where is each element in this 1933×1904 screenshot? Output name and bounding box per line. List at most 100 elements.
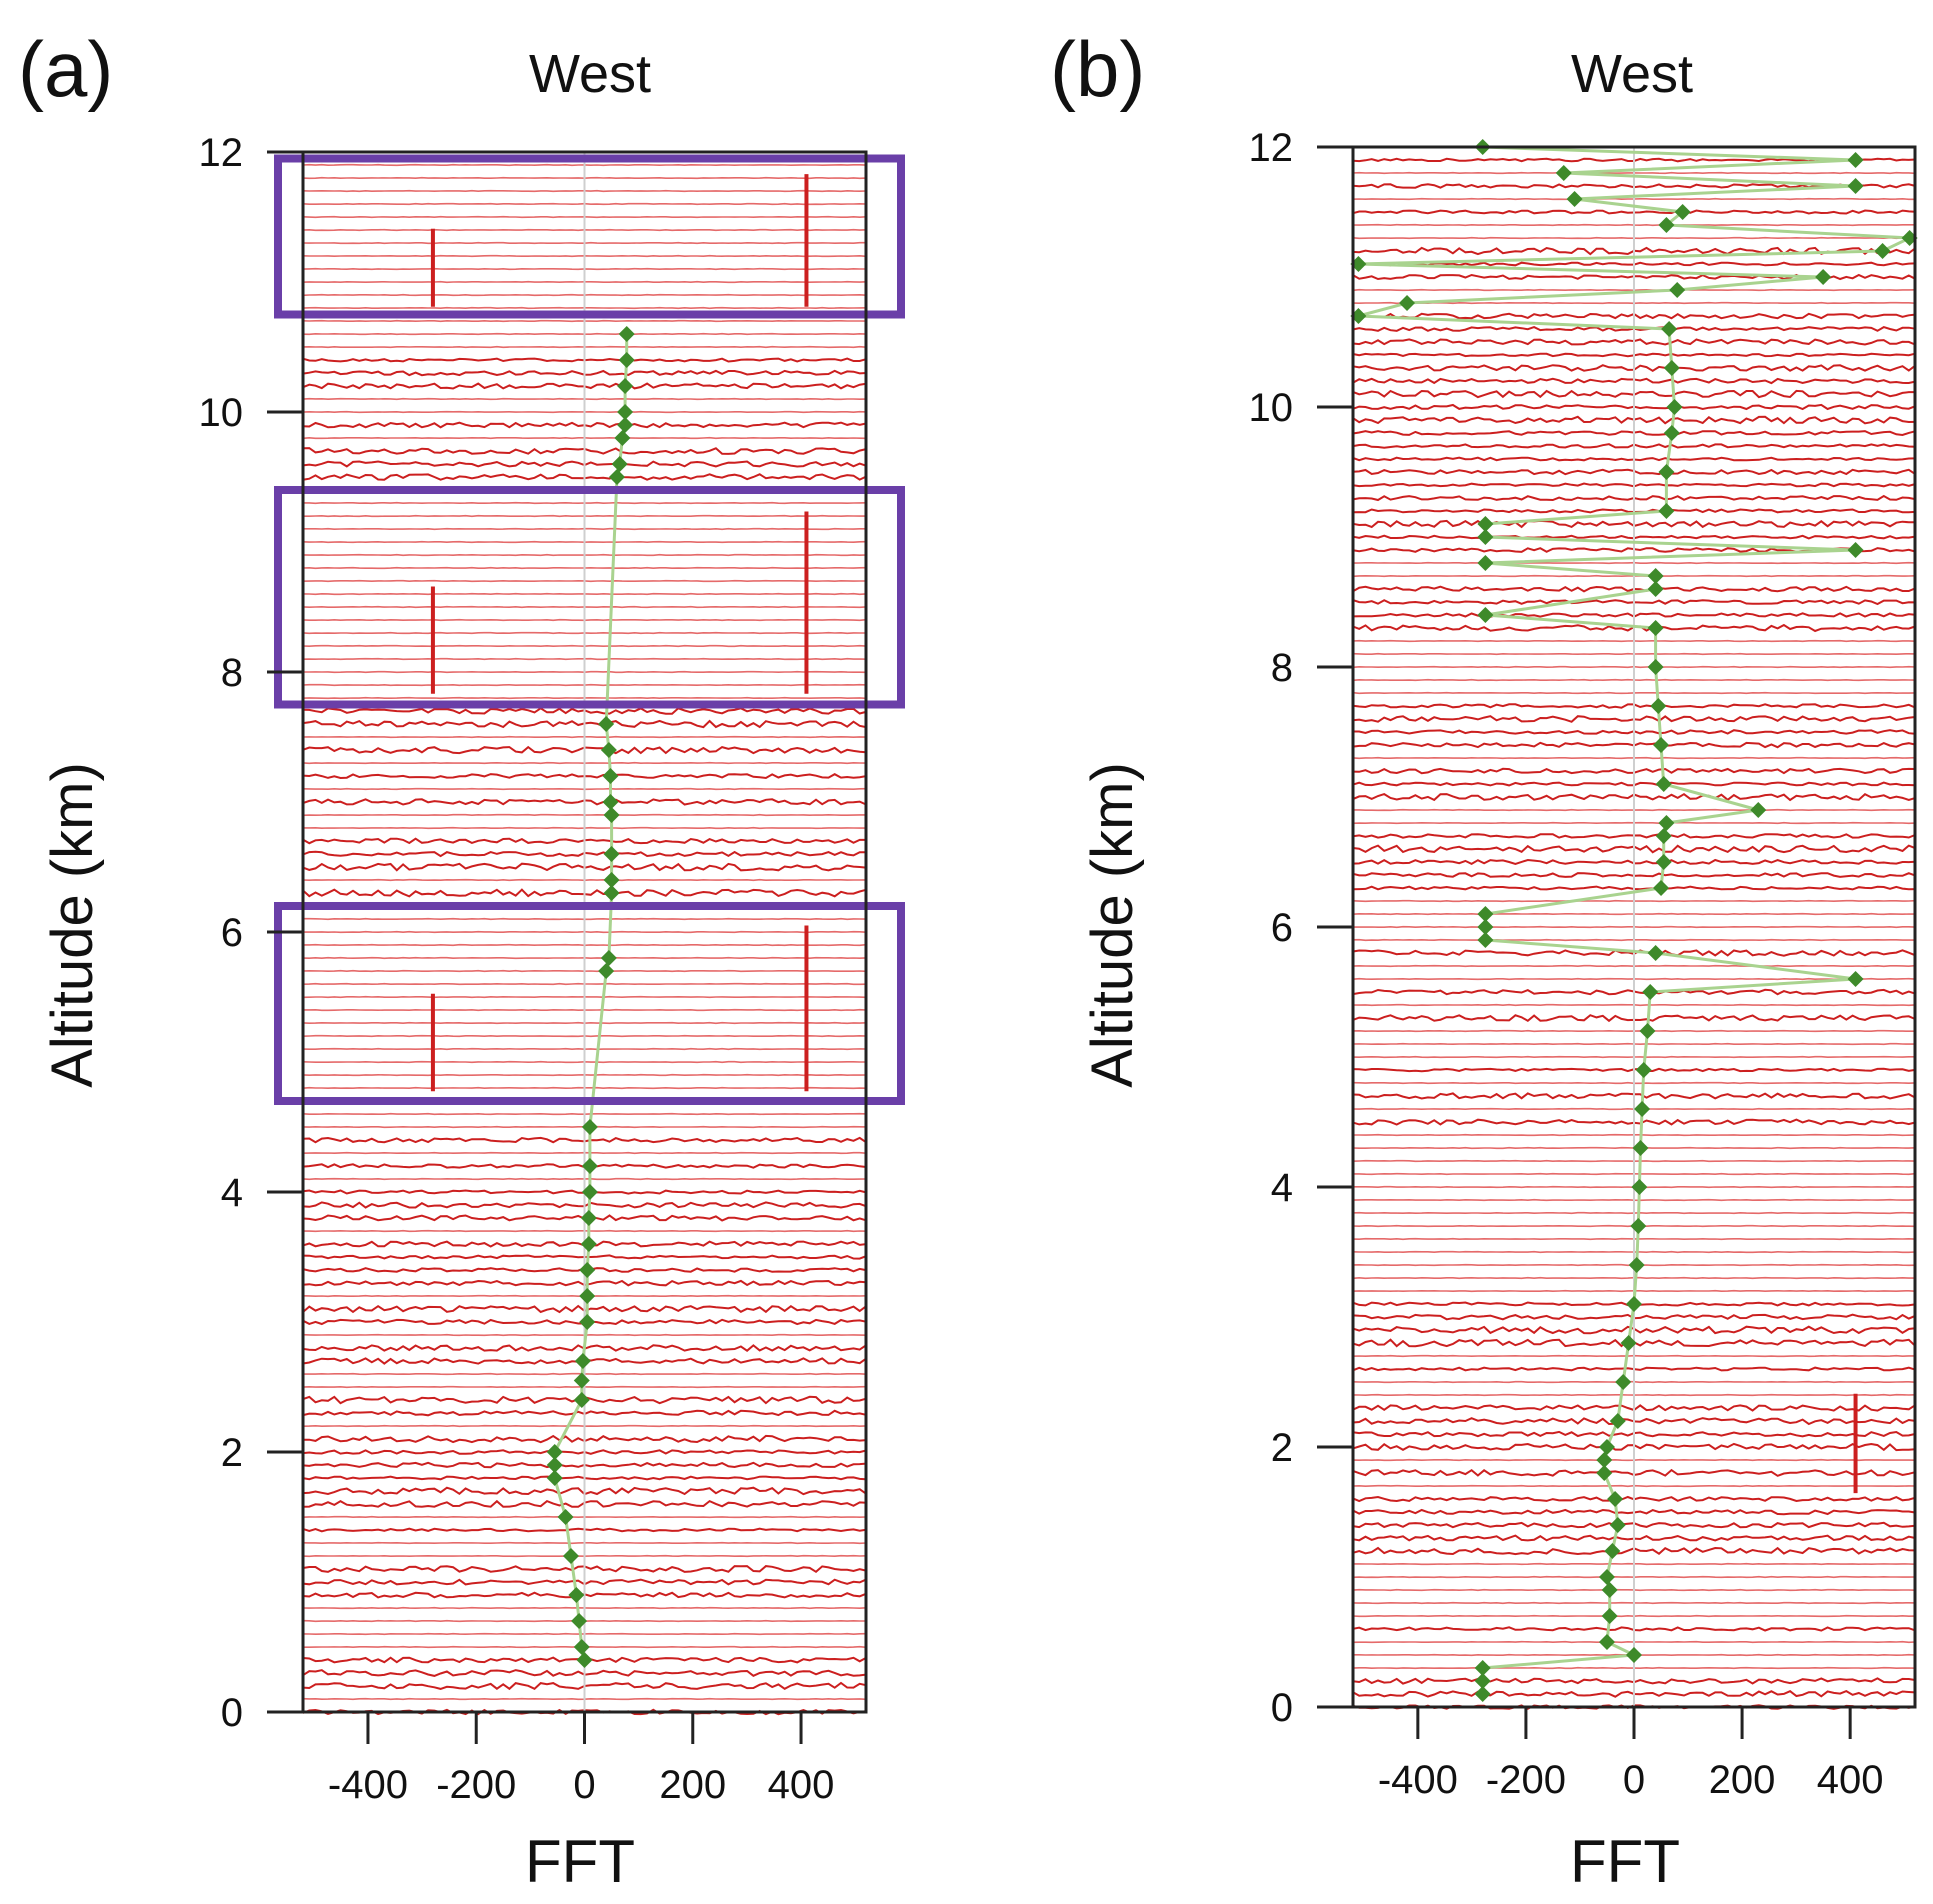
peak-marker [579, 1262, 596, 1278]
peak-marker [1477, 555, 1494, 571]
peak-marker [1477, 919, 1494, 935]
peak-marker [580, 1236, 597, 1252]
peak-marker [1647, 568, 1664, 584]
panel-b-y-axis-label: Altitude (km) [1080, 762, 1145, 1088]
peak-marker [1661, 321, 1678, 337]
peak-marker [1674, 204, 1691, 220]
y-tick-label: 4 [1271, 1166, 1293, 1210]
panel-a-letter: (a) [18, 25, 113, 113]
y-tick-label: 8 [1271, 646, 1293, 690]
peak-marker [1609, 1413, 1626, 1429]
peak-marker [581, 1158, 598, 1174]
panel-b-title: West [1571, 44, 1693, 104]
peak-marker [581, 1184, 598, 1200]
peak-marker [1847, 971, 1864, 987]
peak-marker [1658, 503, 1675, 519]
panel-b: (b) West Altitude (km) FFT 0 2 4 6 8 10 12 -400… [1050, 25, 1918, 1895]
peak-marker [562, 1548, 579, 1564]
panel-b-traces [1352, 145, 1916, 1710]
peak-marker [1474, 1660, 1491, 1676]
y-tick-label: 10 [199, 391, 244, 435]
peak-marker [600, 950, 617, 966]
highlight-box [274, 154, 905, 319]
peak-marker [1598, 1439, 1615, 1455]
peak-marker [546, 1457, 563, 1473]
y-tick-label: 0 [221, 1691, 243, 1735]
x-tick-label: -200 [436, 1763, 516, 1807]
panel-b-axes: 0 2 4 6 8 10 12 -400 -200 0 200 400 [1249, 126, 1917, 1802]
peak-marker [603, 846, 620, 862]
peak-marker [602, 794, 619, 810]
y-tick-label: 2 [221, 1431, 243, 1475]
peak-marker [1663, 360, 1680, 376]
panel-b-letter: (b) [1050, 25, 1145, 113]
x-tick-label: 400 [768, 1763, 835, 1807]
peak-marker [576, 1652, 593, 1668]
peak-marker [1626, 1647, 1642, 1663]
peak-marker [581, 1119, 598, 1135]
panel-a-y-axis-label: Altitude (km) [40, 762, 105, 1088]
peak-marker [1635, 1062, 1652, 1078]
peak-marker [602, 768, 619, 784]
peak-marker [1566, 191, 1583, 207]
peak-marker [1632, 1140, 1649, 1156]
peak-marker [1874, 243, 1891, 259]
peak-marker [1474, 1673, 1491, 1689]
x-tick-label: 200 [659, 1763, 726, 1807]
peak-marker [1634, 1101, 1651, 1117]
peak-marker [573, 1639, 590, 1655]
peak-marker [618, 352, 635, 368]
peak-marker [1626, 1296, 1642, 1312]
peak-marker [1666, 399, 1683, 415]
panel-b-peak-series [1350, 139, 1918, 1702]
peak-marker [1647, 620, 1664, 636]
peak-marker [1477, 607, 1494, 623]
x-tick-label: 400 [1817, 1758, 1884, 1802]
peak-marker [600, 742, 617, 758]
peak-marker [1663, 425, 1680, 441]
peak-marker [1601, 1582, 1618, 1598]
y-tick-label: 8 [221, 651, 243, 695]
peak-marker [1615, 1374, 1632, 1390]
x-tick-label: 0 [1623, 1758, 1645, 1802]
peak-marker [1658, 464, 1675, 480]
y-tick-label: 6 [221, 911, 243, 955]
y-tick-label: 6 [1271, 906, 1293, 950]
panel-a-spikes [430, 174, 809, 1092]
x-tick-label: -200 [1486, 1758, 1566, 1802]
peak-marker [574, 1353, 591, 1369]
x-tick-label: -400 [1378, 1758, 1458, 1802]
y-tick-label: 12 [199, 131, 244, 175]
peak-marker [1655, 776, 1672, 792]
peak-marker [1604, 1543, 1621, 1559]
peak-marker [1477, 932, 1494, 948]
peak-marker [1598, 1634, 1615, 1650]
peak-marker [546, 1470, 563, 1486]
peak-marker [1639, 1023, 1656, 1039]
panel-a-title: West [529, 44, 651, 104]
peak-marker [1399, 295, 1416, 311]
peak-marker [598, 716, 615, 732]
peak-marker [1750, 802, 1767, 818]
highlight-box [274, 902, 905, 1105]
peak-marker [1630, 1218, 1647, 1234]
peak-marker [603, 807, 620, 823]
peak-marker [573, 1372, 590, 1389]
peak-marker [1847, 152, 1864, 168]
panel-a-highlight-boxes [274, 154, 905, 1105]
peak-marker [1477, 529, 1494, 545]
peak-marker [580, 1210, 597, 1226]
peak-marker [1658, 815, 1675, 831]
panel-a: (a) West Altitude (km) FFT 0 2 4 6 8 10 12 -400… [18, 25, 905, 1895]
peak-marker [579, 1314, 596, 1330]
panel-a-x-axis-label: FFT [525, 1828, 635, 1895]
peak-marker [1620, 1335, 1637, 1351]
y-tick-label: 10 [1249, 386, 1294, 430]
peak-marker [1628, 1257, 1645, 1273]
peak-marker [1601, 1608, 1618, 1624]
peak-marker [1655, 828, 1672, 844]
peak-marker [608, 469, 625, 485]
peak-marker [1596, 1452, 1613, 1468]
peak-marker [546, 1444, 563, 1460]
peak-marker [571, 1613, 588, 1629]
